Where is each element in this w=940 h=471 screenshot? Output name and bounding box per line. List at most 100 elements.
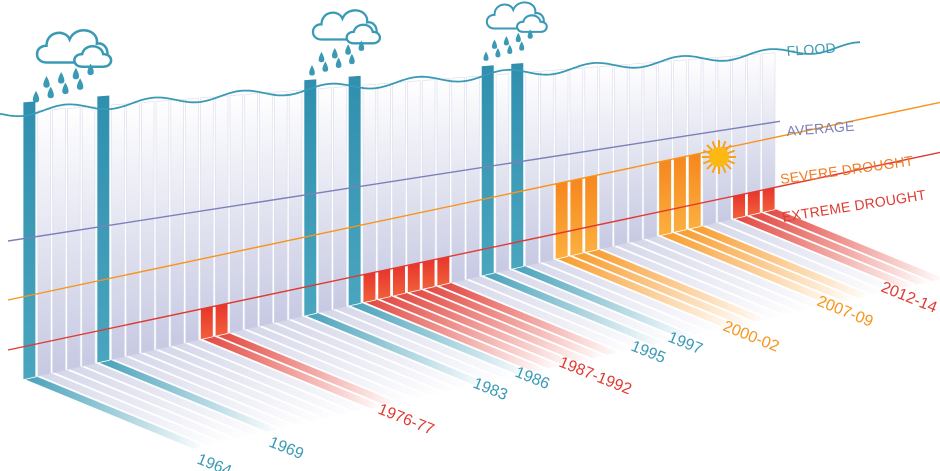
year-label: 1986 xyxy=(513,364,552,393)
extreme-event-bar xyxy=(214,302,229,337)
year-bar xyxy=(495,73,510,274)
year-bar xyxy=(126,102,140,357)
year-shadow xyxy=(333,306,517,379)
year-bar xyxy=(155,100,170,351)
year-shadow xyxy=(22,376,207,449)
year-shadow xyxy=(761,209,940,282)
year-label: 1964 xyxy=(195,451,234,471)
year-bar xyxy=(52,108,66,374)
year-bar xyxy=(37,109,51,377)
year-bar xyxy=(451,76,465,284)
year-shadow xyxy=(628,239,813,312)
flood-event-bar xyxy=(347,74,362,307)
year-bar xyxy=(244,93,258,330)
year-shadow xyxy=(67,366,251,439)
year-shadow xyxy=(126,352,310,425)
year-bar xyxy=(81,105,96,367)
year-shadow xyxy=(451,279,635,352)
year-bar xyxy=(214,95,229,337)
year-shadow xyxy=(436,282,621,355)
year-shadow xyxy=(747,212,931,285)
severe-event-bar xyxy=(584,174,598,254)
sun-icon xyxy=(702,140,736,174)
average-label: AVERAGE xyxy=(786,118,855,139)
flood-label: FLOOD xyxy=(786,40,836,59)
year-shadow xyxy=(407,289,591,362)
year-bar xyxy=(407,80,421,294)
year-shadow xyxy=(318,309,502,382)
year-bar xyxy=(318,87,332,314)
year-bar xyxy=(185,97,199,344)
year-shadow xyxy=(658,232,842,305)
year-bar xyxy=(229,94,244,334)
flood-event-bar xyxy=(303,78,318,317)
year-shadow xyxy=(362,299,547,372)
year-shadow xyxy=(244,326,428,399)
extreme-event-bar xyxy=(377,268,392,300)
year-shadow xyxy=(392,292,576,365)
year-label: 1987-1992 xyxy=(557,354,634,398)
year-bar xyxy=(288,89,303,320)
year-shadow xyxy=(466,275,650,348)
extreme-event-bar xyxy=(392,265,406,297)
year-shadows xyxy=(22,209,940,449)
severe-event-bar xyxy=(569,177,584,257)
year-shadow xyxy=(229,329,414,402)
year-shadow xyxy=(111,356,295,429)
extreme-event-bar xyxy=(732,193,746,220)
extreme-event-bar xyxy=(362,271,377,304)
year-shadow xyxy=(303,312,487,385)
year-shadow xyxy=(185,339,369,412)
year-shadow xyxy=(510,265,694,338)
extreme-drought-line xyxy=(7,151,940,351)
flood-line xyxy=(0,41,861,118)
rain-cloud-icon xyxy=(32,29,113,103)
year-shadow xyxy=(540,259,724,332)
year-shadow xyxy=(37,372,221,445)
year-shadow xyxy=(554,255,739,328)
year-shadow xyxy=(688,225,872,298)
extreme-drought-label: EXTREME DROUGHT xyxy=(781,186,927,225)
severe-drought-line xyxy=(7,101,940,301)
year-bar xyxy=(274,90,288,324)
year-bar xyxy=(333,86,347,310)
year-shadow xyxy=(421,285,606,358)
year-shadow xyxy=(643,235,827,308)
year-label: 1976-77 xyxy=(376,401,437,439)
year-bar xyxy=(111,103,125,361)
year-shadow xyxy=(377,296,561,369)
event-bars xyxy=(22,62,776,381)
extreme-event-bar xyxy=(421,258,436,290)
year-bar xyxy=(392,81,406,297)
year-shadow xyxy=(170,342,354,415)
rain-cloud-icon xyxy=(483,1,548,61)
year-shadow xyxy=(200,336,384,409)
year-bar xyxy=(540,69,554,264)
year-shadow xyxy=(673,229,857,302)
rain-cloud-icon xyxy=(309,9,382,76)
extreme-event-bar xyxy=(200,306,214,341)
year-bar xyxy=(436,78,451,287)
year-shadow xyxy=(495,269,680,342)
severe-event-bar xyxy=(673,155,687,234)
year-shadow xyxy=(141,349,325,422)
year-bar xyxy=(362,83,377,304)
severe-event-bar xyxy=(554,180,569,260)
year-shadow xyxy=(569,252,754,325)
year-shadow xyxy=(732,215,916,288)
year-shadow xyxy=(214,332,399,405)
extreme-event-bar xyxy=(761,186,776,213)
year-bar xyxy=(421,79,436,290)
year-bar xyxy=(259,91,273,327)
extreme-event-bar xyxy=(406,262,421,294)
extreme-event-bar xyxy=(747,190,761,217)
year-label: 1983 xyxy=(471,375,510,404)
average-line xyxy=(7,120,781,242)
year-shadow xyxy=(525,262,709,335)
year-shadow xyxy=(259,322,443,395)
extreme-event-bar xyxy=(436,255,451,287)
year-bar xyxy=(200,96,214,341)
year-shadow xyxy=(584,249,768,322)
year-shadow xyxy=(599,245,783,318)
